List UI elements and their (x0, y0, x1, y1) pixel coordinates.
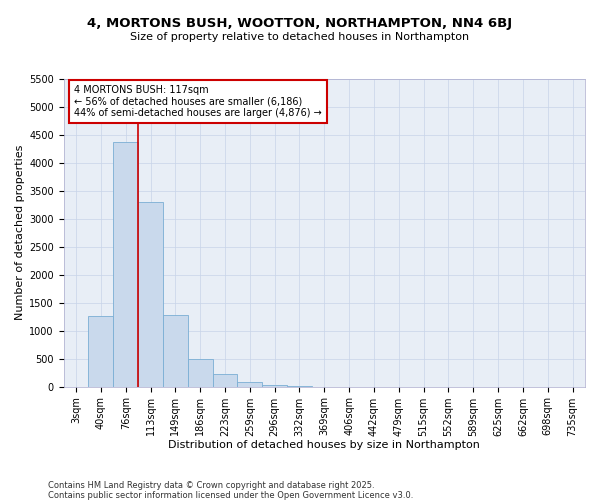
Bar (138, 202, 163, 386)
Text: Contains HM Land Registry data © Crown copyright and database right 2025.: Contains HM Land Registry data © Crown c… (48, 481, 374, 490)
Y-axis label: Number of detached properties: Number of detached properties (15, 145, 25, 320)
Bar (262, 385, 287, 386)
Text: 4, MORTONS BUSH, WOOTTON, NORTHAMPTON, NN4 6BJ: 4, MORTONS BUSH, WOOTTON, NORTHAMPTON, N… (88, 18, 512, 30)
Text: 4 MORTONS BUSH: 117sqm
← 56% of detached houses are smaller (6,186)
44% of semi-: 4 MORTONS BUSH: 117sqm ← 56% of detached… (74, 85, 322, 118)
Bar (188, 358, 212, 386)
Bar (212, 374, 238, 386)
Bar (113, 142, 138, 386)
X-axis label: Distribution of detached houses by size in Northampton: Distribution of detached houses by size … (169, 440, 480, 450)
Bar (238, 382, 262, 386)
Bar (88, 316, 113, 386)
Text: Contains public sector information licensed under the Open Government Licence v3: Contains public sector information licen… (48, 491, 413, 500)
Bar (163, 315, 188, 386)
Text: Size of property relative to detached houses in Northampton: Size of property relative to detached ho… (130, 32, 470, 42)
